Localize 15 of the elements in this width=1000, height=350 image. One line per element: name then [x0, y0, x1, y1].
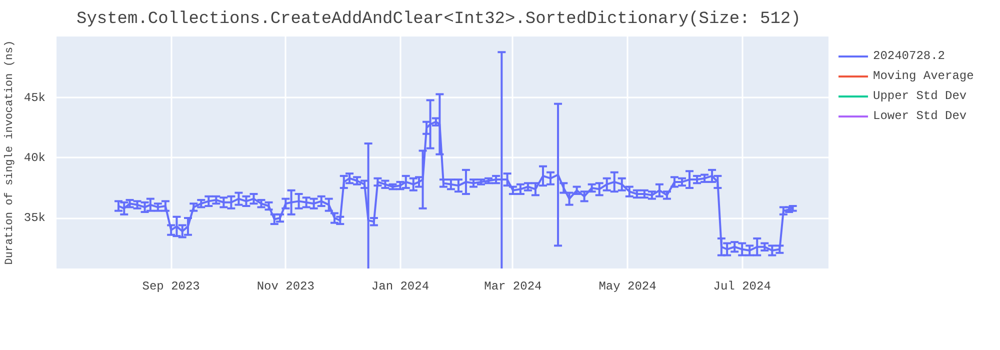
legend-label: Lower Std Dev [873, 109, 967, 123]
x-tick-label: Nov 2023 [256, 280, 314, 294]
x-tick-label: May 2024 [598, 280, 656, 294]
x-tick-label: Jan 2024 [371, 280, 430, 294]
x-tick-label: Jul 2024 [713, 280, 771, 294]
y-axis-title: Duration of single invocation (ns) [4, 40, 16, 265]
x-tick-label: Mar 2024 [484, 280, 542, 294]
chart-title: System.Collections.CreateAddAndClear<Int32>.SortedDictionary(Size: 512) [76, 10, 801, 29]
legend-label: Upper Std Dev [873, 89, 967, 103]
y-tick-label: 45k [24, 90, 46, 105]
legend-label: 20240728.2 [873, 49, 946, 63]
y-tick-label: 40k [24, 150, 46, 165]
legend-label: Moving Average [873, 69, 974, 83]
y-tick-label: 35k [24, 211, 46, 226]
x-tick-label: Sep 2023 [142, 280, 200, 294]
